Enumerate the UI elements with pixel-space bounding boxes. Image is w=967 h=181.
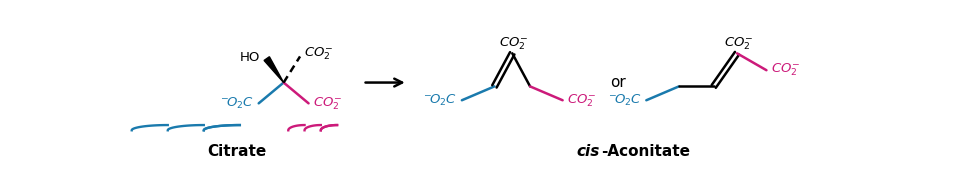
Text: $CO_2^{-}$: $CO_2^{-}$ (568, 92, 597, 109)
Text: $CO_2^{-}$: $CO_2^{-}$ (771, 62, 801, 79)
Text: ${}^{-}\!O_2C$: ${}^{-}\!O_2C$ (220, 96, 254, 111)
Polygon shape (264, 57, 283, 83)
Text: HO: HO (240, 50, 260, 64)
Text: $CO_2^{-}$: $CO_2^{-}$ (304, 45, 334, 62)
Text: ${}^{-}\!O_2C$: ${}^{-}\!O_2C$ (424, 93, 457, 108)
Text: $CO_2^{-}$: $CO_2^{-}$ (724, 35, 753, 52)
Text: Citrate: Citrate (208, 144, 267, 159)
Text: $CO_2^{-}$: $CO_2^{-}$ (499, 35, 528, 52)
Text: cis: cis (576, 144, 600, 159)
Text: or: or (610, 75, 627, 90)
Text: ${}^{-}\!O_2C$: ${}^{-}\!O_2C$ (607, 93, 642, 108)
Text: $CO_2^{-}$: $CO_2^{-}$ (313, 95, 342, 112)
Text: -Aconitate: -Aconitate (601, 144, 690, 159)
